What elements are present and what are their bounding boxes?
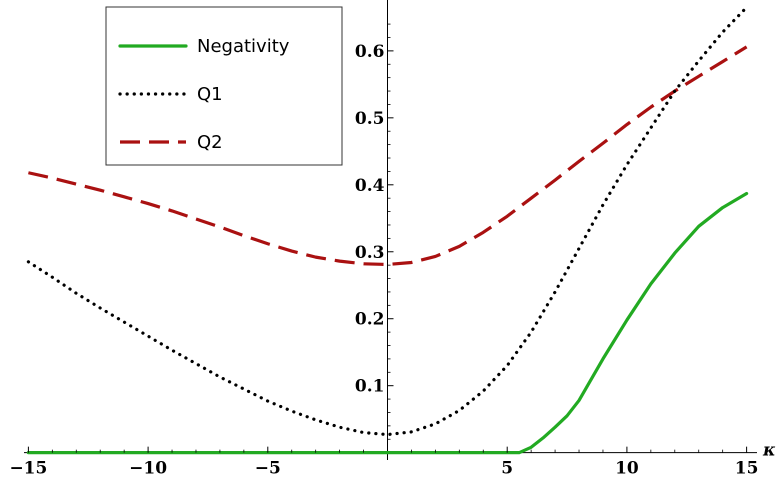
y-tick-label: 0.3 — [355, 243, 385, 263]
series-line-negativity — [26, 191, 749, 455]
x-tick-label: −5 — [255, 459, 281, 479]
x-tick-label: −10 — [129, 459, 167, 479]
y-tick-label: 0.6 — [355, 42, 385, 62]
x-tick-label: −15 — [9, 459, 47, 479]
y-tick-label: 0.1 — [355, 377, 385, 397]
legend-label-q1: Q1 — [197, 84, 223, 105]
legend-box — [105, 6, 343, 166]
series-line-q2 — [28, 45, 748, 267]
y-tick-label: 0.5 — [355, 109, 385, 129]
x-tick-label: 5 — [501, 459, 513, 479]
tick-group: −15 −10 −5 5 10 15 0.1 0.2 0.3 0.4 0.5 0.6 κ — [9, 23, 776, 479]
y-tick-label: 0.4 — [355, 176, 385, 196]
x-tick-label: 10 — [615, 459, 639, 479]
series-line-q1 — [26, 5, 749, 437]
legend-label-q2: Q2 — [197, 132, 223, 153]
x-axis-label: κ — [762, 441, 776, 461]
series-group — [26, 5, 749, 455]
legend: Negativity Q1 Q2 — [105, 6, 343, 166]
y-tick-label: 0.2 — [355, 310, 385, 330]
x-tick-label: 15 — [735, 459, 759, 479]
legend-label-negativity: Negativity — [197, 36, 290, 57]
